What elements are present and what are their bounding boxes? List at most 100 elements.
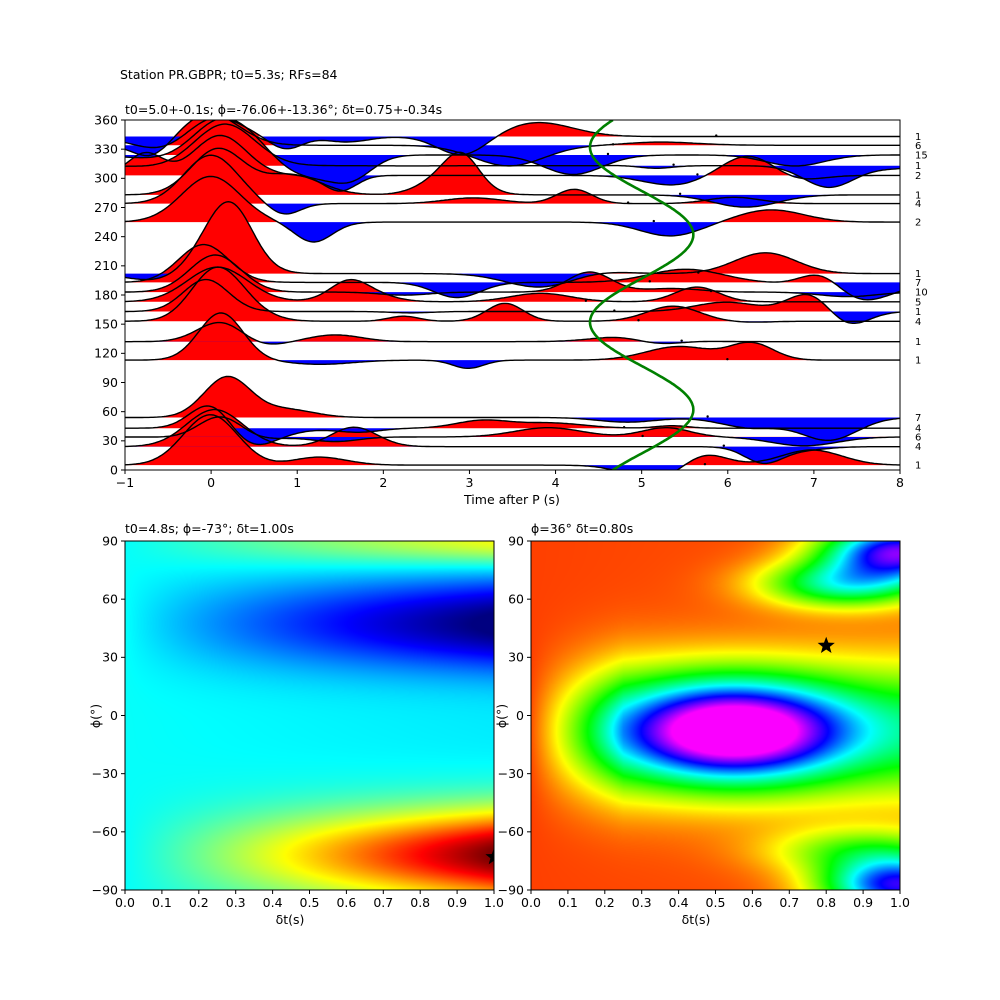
heatmap-right-x-label: δt(s) xyxy=(682,912,711,927)
h2-x-tick-label: 0.9 xyxy=(853,895,873,910)
bin-count-label: 4 xyxy=(915,199,921,210)
top-y-tick-label: 330 xyxy=(94,142,118,157)
bin-count-label: 4 xyxy=(915,424,921,435)
h1-x-tick-label: 0.2 xyxy=(189,895,209,910)
top-x-ticks: −1 0 1 2 3 4 5 6 7 8 xyxy=(116,470,904,490)
bin-count-label: 10 xyxy=(915,288,928,299)
top-x-tick-label: 7 xyxy=(810,475,818,490)
trace-fill-negative xyxy=(125,436,900,446)
top-x-tick-label: 5 xyxy=(638,475,646,490)
trace-fill-negative xyxy=(125,417,900,441)
trace-fill-positive xyxy=(125,148,900,195)
h2-x-tick-label: 1.0 xyxy=(890,895,910,910)
top-y-tick-label: 30 xyxy=(102,433,118,448)
trace-fill-negative xyxy=(125,145,900,166)
h2-x-tick-label: 0.7 xyxy=(779,895,799,910)
bin-count-label: 15 xyxy=(915,151,928,162)
h1-y-tick-label: 90 xyxy=(102,533,118,548)
bin-count-label: 6 xyxy=(915,141,921,152)
bin-count-label: 1 xyxy=(915,307,921,318)
heatmap-right-canvas-wrap xyxy=(531,541,900,890)
heatmap-left-y-label: ϕ(°) xyxy=(88,704,103,728)
top-x-tick-label: −1 xyxy=(116,475,134,490)
h2-x-tick-label: 0.8 xyxy=(816,895,836,910)
trace-fill-negative xyxy=(125,292,900,297)
top-y-tick-label: 150 xyxy=(94,317,118,332)
h1-y-tick-label: −90 xyxy=(92,882,118,897)
heatmap-left-canvas-wrap xyxy=(125,541,494,890)
trace-fill-positive xyxy=(125,322,900,342)
top-y-tick-label: 180 xyxy=(94,287,118,302)
figure-suptitle: Station PR.GBPR; t0=5.3s; RFs=84 xyxy=(120,67,338,82)
h2-x-tick-label: 0.6 xyxy=(742,895,762,910)
heatmap-left-best-star xyxy=(485,848,494,865)
heatmap-left-image xyxy=(125,541,494,890)
top-y-tick-label: 120 xyxy=(94,346,118,361)
trace-marker xyxy=(697,271,700,274)
heatmap-right-title: ϕ=36° δt=0.80s xyxy=(531,521,633,536)
h1-y-tick-label: 60 xyxy=(102,592,118,607)
h2-x-tick-label: 0.4 xyxy=(669,895,689,910)
trace-fill-negative xyxy=(125,360,900,369)
trace-fill-positive xyxy=(125,255,900,293)
h2-x-tick-label: 0.3 xyxy=(632,895,652,910)
heatmap-left-title: t0=4.8s; ϕ=-73°; δt=1.00s xyxy=(125,521,294,536)
heatmap-left-x-label: δt(s) xyxy=(276,912,305,927)
trace-marker xyxy=(709,289,713,293)
bin-count-label: 1 xyxy=(915,269,921,280)
top-y-tick-label: 210 xyxy=(94,258,118,273)
trace-line xyxy=(125,375,900,441)
heatmap-right-image xyxy=(531,541,900,890)
trace-fill-negative xyxy=(125,165,900,188)
h2-y-tick-label: 90 xyxy=(508,533,524,548)
top-x-tick-label: 8 xyxy=(896,475,904,490)
bin-count-label: 2 xyxy=(915,218,921,229)
heatmap-right-x-ticks: 0.0 0.1 0.2 0.3 0.4 0.5 0.6 0.7 0.8 0.9 1.0 xyxy=(521,890,910,910)
h2-x-tick-label: 0.5 xyxy=(706,895,726,910)
trace-fill-negative xyxy=(125,194,900,208)
trace-line xyxy=(125,312,900,369)
h2-x-tick-label: 0.2 xyxy=(595,895,615,910)
receiver-function-panel: −1 0 1 2 3 4 5 6 7 8 0306090120150180210240270300… xyxy=(94,102,928,507)
top-y-tick-label: 360 xyxy=(94,112,118,127)
bin-count-label: 4 xyxy=(915,442,921,453)
top-y-ticks: 0 30 60 90 120 150 180 210 240 270 300 330 360 xyxy=(94,112,125,477)
trace-fill-negative xyxy=(125,203,900,214)
top-y-tick-label: 60 xyxy=(102,404,118,419)
h1-y-tick-label: 30 xyxy=(102,650,118,665)
trace-marker xyxy=(613,309,616,312)
top-y-tick-label: 0 xyxy=(110,462,118,477)
h2-y-tick-label: −90 xyxy=(498,882,524,897)
trace-marker xyxy=(622,425,626,429)
trace-lines xyxy=(125,120,900,470)
trace-fill-negative xyxy=(125,136,900,155)
h2-y-tick-label: 0 xyxy=(516,708,524,723)
h2-x-tick-label: 0.0 xyxy=(521,895,541,910)
heatmap-right-y-ticks: −90 −60 −30 0 30 60 90 xyxy=(498,533,531,897)
top-y-tick-label: 90 xyxy=(102,375,118,390)
trace-fill-positive xyxy=(125,135,900,176)
bin-count-label: 1 xyxy=(915,190,921,201)
bin-count-label: 1 xyxy=(915,356,921,367)
trace-line xyxy=(125,200,900,288)
top-x-tick-label: 6 xyxy=(724,475,732,490)
top-x-label: Time after P (s) xyxy=(463,492,560,507)
trace-markers xyxy=(584,134,729,466)
trace-marker xyxy=(715,134,718,137)
h2-x-tick-label: 0.1 xyxy=(558,895,578,910)
trace-line xyxy=(125,120,900,167)
trace-line xyxy=(125,278,900,324)
trace-marker xyxy=(680,339,683,342)
trace-line xyxy=(125,147,900,208)
trace-marker xyxy=(696,173,699,176)
trace-line xyxy=(125,175,900,243)
bin-count-label: 2 xyxy=(915,171,921,182)
top-y-tick-label: 240 xyxy=(94,229,118,244)
trace-line xyxy=(125,321,900,345)
h2-y-tick-label: −60 xyxy=(498,824,524,839)
trace-line xyxy=(125,154,900,215)
h1-x-tick-label: 0.0 xyxy=(115,895,135,910)
bin-count-label: 1 xyxy=(915,132,921,143)
heatmap-left-y-ticks: −90 −60 −30 0 30 60 90 xyxy=(92,533,125,897)
